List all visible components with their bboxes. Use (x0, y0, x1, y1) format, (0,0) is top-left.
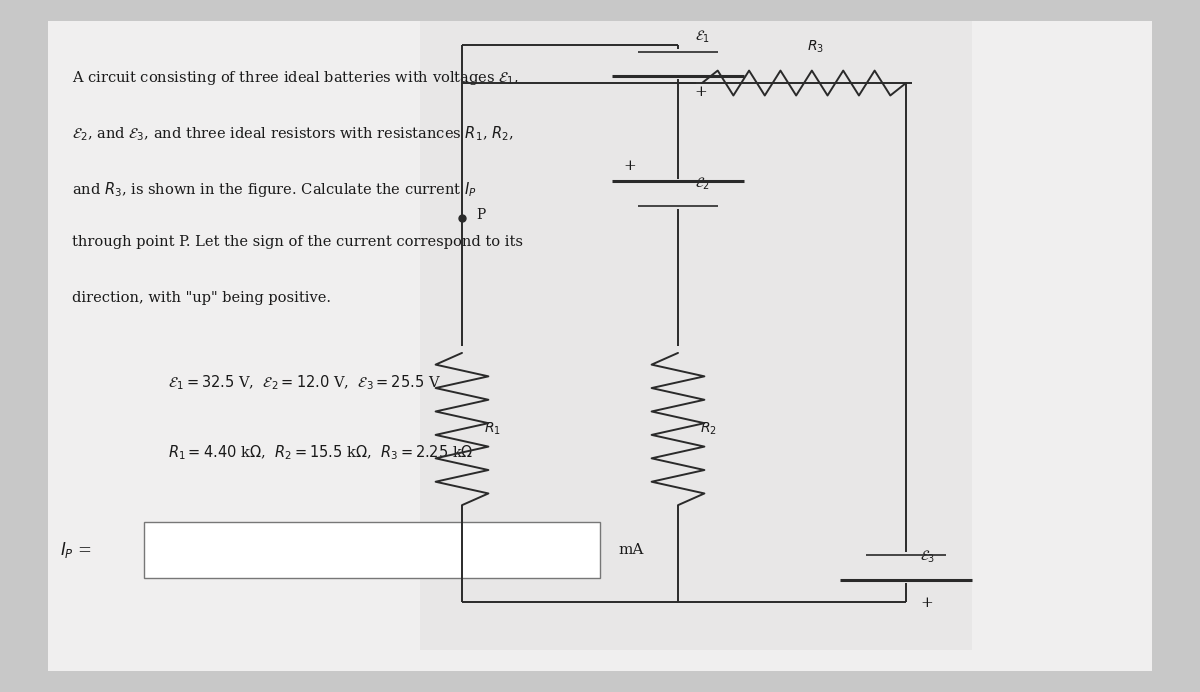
Text: A circuit consisting of three ideal batteries with voltages $\mathcal{E}_1$,: A circuit consisting of three ideal batt… (72, 69, 518, 87)
Text: through point P. Let the sign of the current correspond to its: through point P. Let the sign of the cur… (72, 235, 523, 249)
Text: $\mathcal{E}_2$: $\mathcal{E}_2$ (695, 175, 710, 192)
Text: mA: mA (618, 543, 643, 557)
Text: $\mathcal{E}_1$: $\mathcal{E}_1$ (695, 28, 710, 44)
Text: +: + (920, 597, 934, 610)
Bar (144, 522, 600, 578)
Text: $\mathcal{E}_1 = 32.5$ V,  $\mathcal{E}_2 = 12.0$ V,  $\mathcal{E}_3 = 25.5$ V: $\mathcal{E}_1 = 32.5$ V, $\mathcal{E}_2… (168, 374, 440, 392)
Text: +: + (624, 159, 636, 173)
Text: +: + (695, 84, 708, 99)
Text: $I_P$ =: $I_P$ = (60, 540, 92, 560)
Text: $\mathcal{E}_3$: $\mathcal{E}_3$ (920, 549, 936, 565)
Text: $\mathcal{E}_2$, and $\mathcal{E}_3$, and three ideal resistors with resistances: $\mathcal{E}_2$, and $\mathcal{E}_3$, an… (72, 125, 514, 143)
Text: $R_2$: $R_2$ (700, 421, 716, 437)
Text: P: P (476, 208, 486, 221)
Text: $R_1$: $R_1$ (484, 421, 500, 437)
Text: $R_3$: $R_3$ (808, 39, 824, 55)
Bar (420, 21, 972, 650)
Text: direction, with "up" being positive.: direction, with "up" being positive. (72, 291, 331, 304)
Text: and $R_3$, is shown in the figure. Calculate the current $I_P$: and $R_3$, is shown in the figure. Calcu… (72, 180, 476, 199)
Text: $R_1 = 4.40$ k$\Omega$,  $R_2 = 15.5$ k$\Omega$,  $R_3 = 2.25$ k$\Omega$: $R_1 = 4.40$ k$\Omega$, $R_2 = 15.5$ k$\… (168, 443, 474, 462)
